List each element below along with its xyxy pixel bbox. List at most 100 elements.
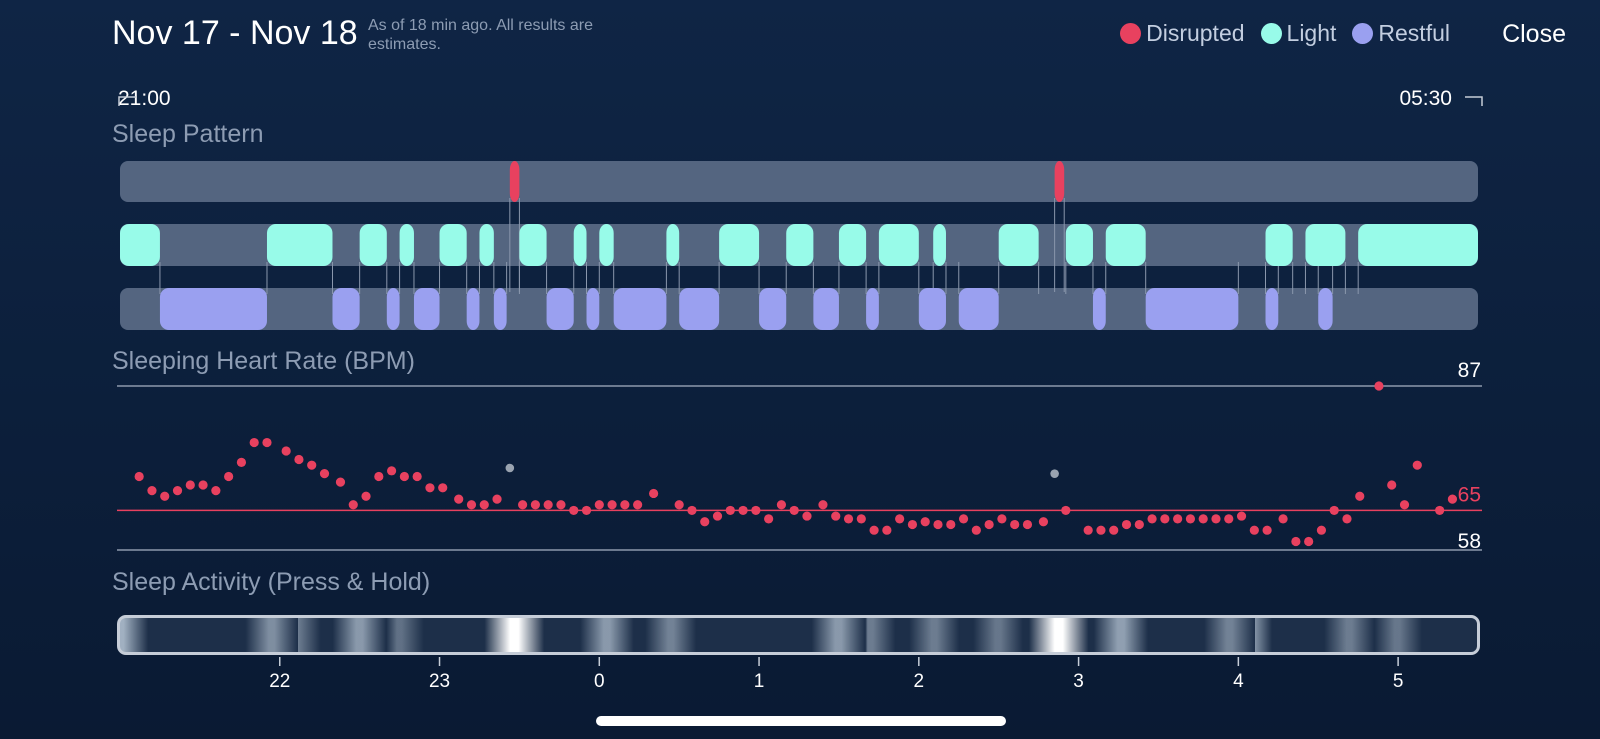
- heart-rate-point: [607, 500, 617, 510]
- restful-segment: [1092, 288, 1106, 330]
- heart-rate-point: [1435, 505, 1445, 516]
- sleep-activity-bar[interactable]: [117, 615, 1480, 655]
- heart-rate-point: [1096, 525, 1106, 535]
- pattern-track-2: [120, 288, 1478, 330]
- heart-rate-point: [1278, 514, 1288, 524]
- legend-label-disrupted: Disrupted: [1146, 20, 1245, 46]
- heart-rate-point: [882, 525, 892, 535]
- heart-rate-point: [738, 505, 748, 516]
- heart-rate-point: [307, 460, 317, 470]
- heart-rate-point: [1134, 519, 1144, 530]
- light-segment: [359, 224, 387, 266]
- heart-rate-point: [387, 466, 397, 476]
- light-dot-icon: [1260, 23, 1282, 44]
- light-segment: [878, 224, 919, 266]
- heart-rate-point: [518, 500, 528, 510]
- x-tick-label: 3: [1073, 671, 1084, 692]
- min-label: 58: [1458, 530, 1481, 553]
- restful-segment: [546, 288, 574, 330]
- heart-rate-point: [1304, 536, 1314, 547]
- heart-rate-point: [454, 494, 464, 504]
- heart-rate-point: [160, 491, 170, 501]
- heart-rate-point: [1262, 525, 1272, 535]
- end-time: 05:30: [1399, 87, 1452, 110]
- heart-rate-point: [147, 486, 157, 496]
- sleep-pattern-chart[interactable]: [120, 161, 1478, 330]
- heart-rate-point: [997, 514, 1007, 524]
- heart-rate-point: [1355, 491, 1365, 501]
- heart-rate-point: [249, 437, 259, 448]
- restful-segment: [958, 288, 999, 330]
- heart-rate-point: [895, 514, 905, 524]
- heart-rate-point: [412, 471, 422, 482]
- heart-rate-point: [1374, 381, 1384, 391]
- heart-rate-point: [1447, 494, 1458, 504]
- restful-segment: [918, 288, 946, 330]
- legend-item-restful: Restful: [1352, 20, 1450, 47]
- heart-rate-point: [751, 505, 761, 516]
- heart-rate-point: [185, 480, 195, 490]
- x-tick-label: 22: [269, 671, 290, 692]
- heart-rate-point: [1173, 514, 1183, 524]
- home-indicator[interactable]: [596, 716, 1006, 726]
- disrupted-segment: [509, 161, 520, 202]
- heart-rate-point: [374, 471, 384, 482]
- start-time: 21:00: [118, 87, 171, 110]
- heart-rate-point: [920, 517, 930, 527]
- start-bracket-icon: [118, 96, 136, 106]
- restful-segment: [386, 288, 400, 330]
- heart-rate-point: [1038, 517, 1049, 527]
- legend-item-light: Light: [1260, 20, 1337, 47]
- heart-rate-point: [399, 471, 409, 482]
- restful-segment: [866, 288, 879, 330]
- light-segment: [1358, 224, 1478, 266]
- legend-label-light: Light: [1286, 20, 1337, 46]
- light-segment: [1265, 224, 1293, 266]
- close-button[interactable]: Close: [1502, 20, 1566, 48]
- heart-rate-point: [224, 471, 234, 482]
- x-tick-label: 5: [1393, 671, 1404, 692]
- light-segment: [1305, 224, 1346, 266]
- heart-rate-point: [712, 511, 723, 521]
- heart-rate-point: [466, 500, 477, 510]
- heart-rate-point: [700, 517, 710, 527]
- heart-rate-point: [1109, 525, 1119, 535]
- heart-rate-point: [1329, 505, 1339, 516]
- restful-segment: [613, 288, 667, 330]
- heart-rate-point: [764, 514, 774, 524]
- heart-rate-point: [594, 500, 604, 510]
- heart-rate-point: [569, 505, 579, 516]
- light-segment: [399, 224, 414, 266]
- heart-rate-point: [971, 525, 981, 535]
- light-segment: [719, 224, 760, 266]
- heart-rate-point: [776, 500, 787, 510]
- x-tick-label: 1: [754, 671, 765, 692]
- heart-rate-point: [1291, 536, 1301, 547]
- heart-rate-point: [294, 454, 304, 465]
- disrupted-heart-rate-point: [505, 463, 515, 473]
- legend-label-restful: Restful: [1378, 20, 1450, 46]
- x-tick-label: 23: [429, 671, 450, 692]
- heart-rate-point: [856, 514, 866, 524]
- estimate-note: As of 18 min ago. All results are estima…: [368, 17, 593, 53]
- light-segment: [573, 224, 587, 266]
- restful-segment: [1145, 288, 1239, 330]
- heart-rate-point: [1224, 514, 1234, 524]
- heart-rate-point: [843, 514, 854, 524]
- heart-rate-point: [530, 500, 540, 510]
- light-segment: [933, 224, 946, 266]
- light-segment: [519, 224, 547, 266]
- heart-rate-point: [348, 500, 358, 510]
- heart-rate-point: [907, 519, 918, 530]
- disrupted-segment: [1054, 161, 1065, 202]
- heart-rate-point: [1061, 505, 1071, 516]
- heart-rate-point: [1022, 519, 1033, 530]
- heart-rate-point: [556, 500, 566, 510]
- legend-item-disrupted: Disrupted: [1120, 20, 1245, 47]
- heart-rate-point: [172, 486, 183, 496]
- heart-rate-point: [1399, 500, 1410, 510]
- date-range-title: Nov 17 - Nov 18: [112, 14, 358, 52]
- light-segment: [479, 224, 494, 266]
- restful-segment: [1318, 288, 1333, 330]
